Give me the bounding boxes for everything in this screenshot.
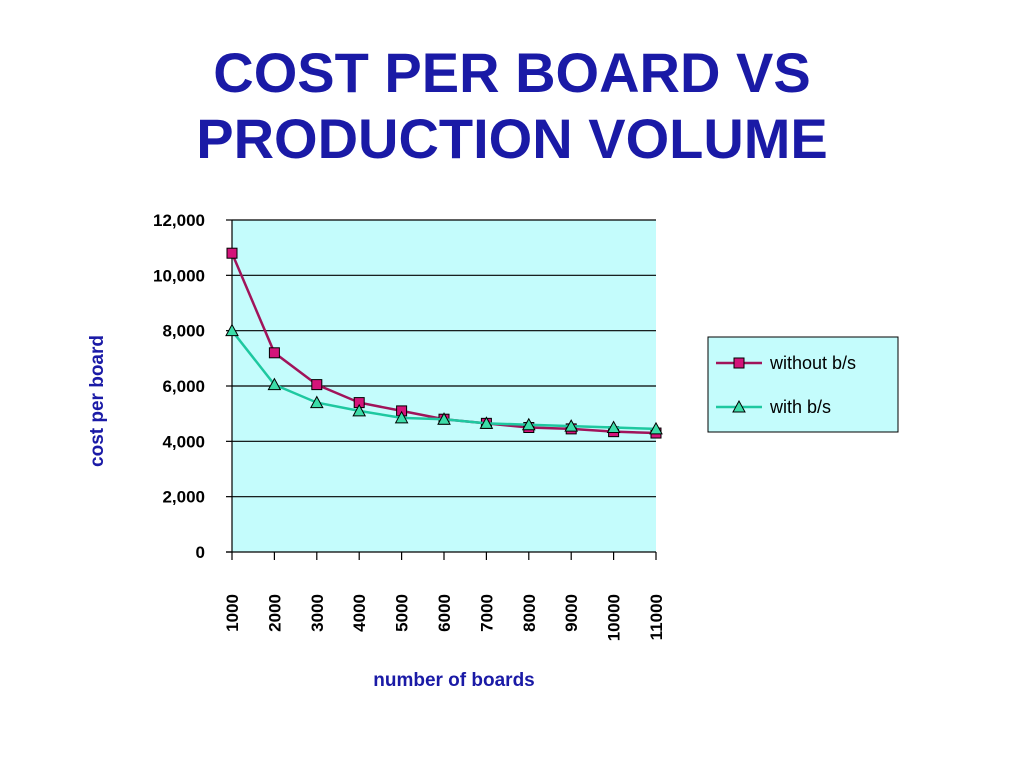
data-point [309, 395, 324, 409]
data-point [649, 421, 663, 435]
data-point [394, 410, 409, 424]
x-tick-label: 1000 [223, 594, 242, 632]
chart-title-line-2: PRODUCTION VOLUME [196, 107, 828, 170]
data-point [352, 403, 367, 417]
legend-label: without b/s [769, 353, 856, 373]
series-layer [225, 247, 663, 439]
y-tick-label: 12,000 [153, 211, 205, 230]
x-tick-label: 7000 [477, 594, 496, 632]
y-tick-label: 6,000 [162, 377, 205, 396]
x-axis-label: number of boards [373, 670, 535, 691]
legend-marker [732, 399, 746, 413]
gridlines [232, 219, 656, 498]
legend-label: with b/s [769, 397, 831, 417]
data-point [521, 417, 536, 431]
y-tick-label: 4,000 [162, 432, 205, 451]
data-point [479, 416, 494, 429]
chart-title: COST PER BOARD VS PRODUCTION VOLUME [0, 40, 1024, 172]
x-tick-label: 4000 [350, 594, 369, 632]
x-tick-label: 8000 [520, 594, 539, 632]
data-point [564, 419, 579, 432]
x-tick-label: 6000 [435, 594, 454, 632]
legend-box [707, 336, 899, 433]
x-tick-label: 11000 [647, 594, 666, 640]
x-tick-labels: 1000 2000 3000 4000 5000 6000 7000 8000 9000 1000… [223, 552, 666, 641]
x-tick-label: 9000 [562, 594, 581, 632]
data-point [268, 347, 280, 359]
data-point [225, 323, 239, 337]
y-tick-label: 0 [196, 543, 205, 562]
data-point [606, 420, 621, 433]
x-tick-label: 5000 [393, 594, 412, 632]
x-tick-label: 10000 [605, 594, 624, 641]
data-point [437, 412, 451, 425]
y-tick-label: 10,000 [153, 266, 205, 285]
legend-item: with b/s [716, 397, 831, 417]
legend-item: without b/s [716, 353, 856, 373]
y-tick-label: 2,000 [162, 488, 205, 507]
x-tick-label: 3000 [308, 594, 327, 632]
data-point [267, 377, 282, 391]
data-point [311, 379, 323, 391]
y-axis-label: cost per board [87, 335, 108, 467]
y-tick-labels: 0 2,000 4,000 6,000 8,000 10,000 12,000 [153, 211, 232, 562]
legend: without b/s with b/s [707, 336, 899, 433]
data-point [226, 247, 238, 259]
y-tick-label: 8,000 [162, 322, 205, 341]
chart-title-line-1: COST PER BOARD VS [213, 41, 811, 104]
legend-marker [733, 357, 745, 369]
series-with-bs [225, 323, 663, 435]
x-tick-label: 2000 [265, 594, 284, 632]
